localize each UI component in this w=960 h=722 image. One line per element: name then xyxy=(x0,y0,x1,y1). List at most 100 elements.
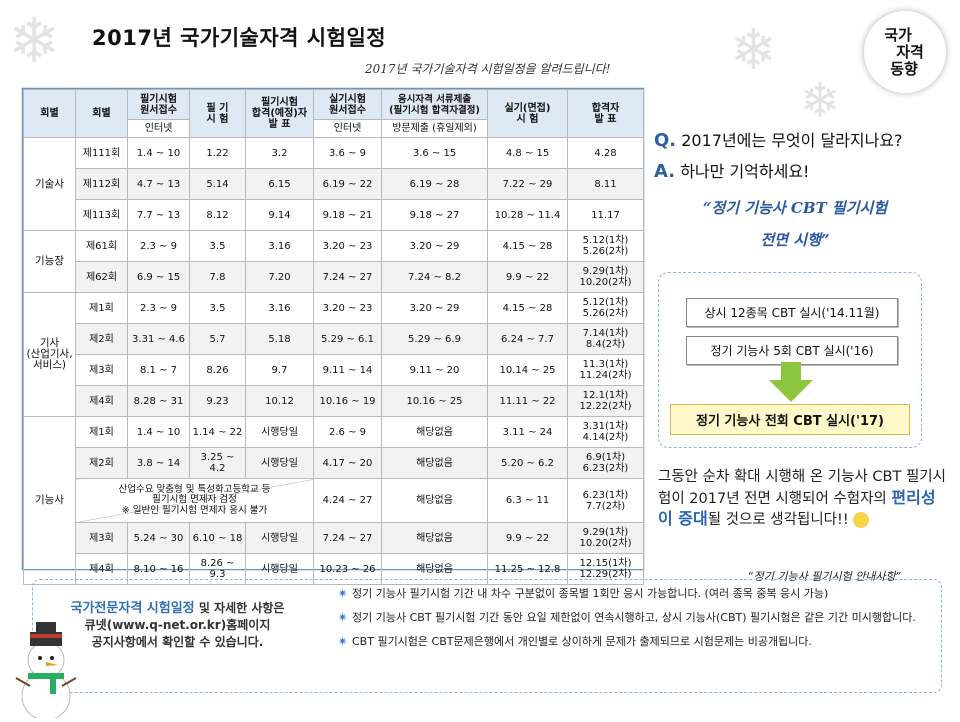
table-cell: 9.11 ~ 14 xyxy=(313,354,382,386)
header-cell: 실기시험 원서접수 xyxy=(313,89,382,120)
note-text: 정기 기능사 필기시험 기간 내 차수 구분없이 종목별 1회만 응시 가능합니… xyxy=(352,587,829,600)
table-cell: 3.5 xyxy=(189,292,246,324)
table-cell: 시행당일 xyxy=(245,522,314,554)
page-subtitle: 2017년 국가기술자격 시험일정을 알려드립니다! xyxy=(365,62,611,76)
table-cell: 6.10 ~ 18 xyxy=(189,522,246,554)
round-cell: 제1회 xyxy=(75,416,128,448)
table-cell: 7.22 ~ 29 xyxy=(487,168,568,200)
round-cell: 제61회 xyxy=(75,230,128,262)
snowflake-icon: ❄ xyxy=(800,73,841,129)
notice-highlight: 국가전문자격 시험일정 xyxy=(70,601,195,616)
round-cell: 제3회 xyxy=(75,354,128,386)
table-cell: 3.8 ~ 14 xyxy=(127,447,190,479)
header-cell: 실기(면접) 시 험 xyxy=(487,89,568,138)
table-cell: 9.18 ~ 21 xyxy=(313,199,382,231)
header-cell: 필기시험 원서접수 xyxy=(127,89,190,120)
table-cell: 2.6 ~ 9 xyxy=(313,416,382,448)
table-cell: 8.1 ~ 7 xyxy=(127,354,190,386)
summary-part: 될 것으로 생각됩니다!! xyxy=(707,512,849,528)
table-cell: 10.14 ~ 25 xyxy=(487,354,568,386)
snowflake-icon: ❄ xyxy=(8,4,60,77)
snowman-icon xyxy=(6,618,86,721)
table-cell: 1.14 ~ 22 xyxy=(189,416,246,448)
group-label: 기능사 xyxy=(23,416,76,585)
table-cell: 5.29 ~ 6.9 xyxy=(381,323,488,355)
summary-text: 그동안 순차 확대 시행해 온 기능사 CBT 필기시험이 2017년 전면 시… xyxy=(658,468,948,531)
table-row: 제3회 5.24 ~ 30 6.10 ~ 18 시행당일 7.24 ~ 27 해당없음 9.… xyxy=(24,522,644,554)
table-row: 산업수요 맞춤형 및 특성화고등학교 등 필기시험 면제자 검정 ※ 일반인 필… xyxy=(24,478,644,523)
table-cell: 3.20 ~ 29 xyxy=(381,230,488,262)
table-cell: 5.7 xyxy=(189,323,246,355)
table-cell: 1.4 ~ 10 xyxy=(127,416,190,448)
notice-text: 큐넷(www.q-net.or.kr)홈페이지 xyxy=(84,618,271,632)
header-cell: 합격자 발 표 xyxy=(567,89,644,138)
table-cell: 7.24 ~ 8.2 xyxy=(381,261,488,293)
round-cell: 제113회 xyxy=(75,199,128,231)
table-cell: 7.24 ~ 27 xyxy=(313,522,382,554)
table-cell: 4.28 xyxy=(567,137,644,169)
table-cell: 3.25 ~ 4.2 xyxy=(189,447,246,479)
page-title: 2017년 국가기술자격 시험일정 xyxy=(92,26,387,50)
header-cell: 회별 xyxy=(75,89,128,138)
table-cell: 9.29(1차) 10.20(2차) xyxy=(567,261,644,293)
table-cell: 9.11 ~ 20 xyxy=(381,354,488,386)
table-cell: 9.9 ~ 22 xyxy=(487,522,568,554)
schedule-table: 회별 회별 필기시험 원서접수 필 기 시 험 필기시험 합격(예정)자 발 표… xyxy=(22,88,644,585)
table-cell: 4.7 ~ 13 xyxy=(127,168,190,200)
table-cell: 3.16 xyxy=(245,230,314,262)
answer-text: 하나만 기억하세요! xyxy=(680,162,810,181)
table-cell: 4.15 ~ 28 xyxy=(487,292,568,324)
table-cell: 시행당일 xyxy=(245,416,314,448)
table-row: 제112회 4.7 ~ 13 5.14 6.15 6.19 ~ 22 6.19 ~ 28 7… xyxy=(24,168,644,200)
note-text: CBT 필기시험은 CBT문제은행에서 개인별로 상이하게 문제가 출제되므로 … xyxy=(352,635,812,648)
table-row: 제2회 3.8 ~ 14 3.25 ~ 4.2 시행당일 4.17 ~ 20 해당없음 5.… xyxy=(24,447,644,479)
badge-line: 자격 xyxy=(896,42,924,61)
table-cell: 6.19 ~ 28 xyxy=(381,168,488,200)
header-cell: 인터넷 xyxy=(127,119,190,138)
round-cell: 제4회 xyxy=(75,385,128,417)
a-mark: A. xyxy=(654,161,676,182)
table-cell: 5.20 ~ 6.2 xyxy=(487,447,568,479)
list-item: ✷ CBT 필기시험은 CBT문제은행에서 개인별로 상이하게 문제가 출제되므… xyxy=(338,634,938,649)
table-cell: 10.28 ~ 11.4 xyxy=(487,199,568,231)
header-cell: 필기시험 합격(예정)자 발 표 xyxy=(245,89,314,138)
table-cell: 7.14(1차) 8.4(2차) xyxy=(567,323,644,355)
badge-line: 동향 xyxy=(890,59,918,78)
table-cell: 3.11 ~ 24 xyxy=(487,416,568,448)
table-cell: 7.20 xyxy=(245,261,314,293)
table-cell: 9.7 xyxy=(245,354,314,386)
table-cell: 4.17 ~ 20 xyxy=(313,447,382,479)
badge-line: 국가 xyxy=(884,25,912,44)
star-bullet-icon: ✷ xyxy=(338,587,348,600)
table-cell: 7.8 xyxy=(189,261,246,293)
table-row: 기사 (산업기사, 서비스) 제1회 2.3 ~ 9 3.5 3.16 3.20 ~ 2… xyxy=(23,292,644,417)
table-row: 제2회 3.31 ~ 4.6 5.7 5.18 5.29 ~ 6.1 5.29 ~ 6.9… xyxy=(24,323,644,355)
table-cell: 11.17 xyxy=(567,199,644,231)
table-cell: 7.24 ~ 27 xyxy=(313,261,382,293)
table-cell: 5.18 xyxy=(245,323,314,355)
table-cell: 5.12(1차) 5.26(2차) xyxy=(567,292,644,324)
round-cell: 제112회 xyxy=(75,168,128,200)
table-cell: 10.16 ~ 25 xyxy=(381,385,488,417)
table-cell: 4.8 ~ 15 xyxy=(487,137,568,169)
star-bullet-icon: ✷ xyxy=(338,635,348,648)
table-row: 제113회 7.7 ~ 13 8.12 9.14 9.18 ~ 21 9.18 ~ 27 1… xyxy=(24,199,644,231)
arrow-down-icon xyxy=(766,362,816,402)
list-item: ✷ 정기 기능사 필기시험 기간 내 차수 구분없이 종목별 1회만 응시 가능… xyxy=(338,586,938,601)
table-cell: 6.19 ~ 22 xyxy=(313,168,382,200)
highlight-quote: “정기 기능사 CBT 필기시험 전면 시행” xyxy=(690,192,900,256)
table-cell: 3.31(1차) 4.14(2차) xyxy=(567,416,644,448)
table-cell: 2.3 ~ 9 xyxy=(127,292,190,324)
round-cell: 제3회 xyxy=(75,522,128,554)
category-badge: 국가 자격 동향 xyxy=(863,10,947,94)
summary-emphasis: 편리성이 증대 xyxy=(658,487,936,529)
table-cell: 6.9 ~ 15 xyxy=(127,261,190,293)
table-cell: 10.12 xyxy=(245,385,314,417)
notes-list: ✷ 정기 기능사 필기시험 기간 내 차수 구분없이 종목별 1회만 응시 가능… xyxy=(338,586,938,658)
table-row: 기술사 제111회 1.4 ~ 10 1.22 3.2 3.6 ~ 9 3.6 ~ 15 4… xyxy=(23,137,644,231)
table-cell: 3.6 ~ 9 xyxy=(313,137,382,169)
header-cell: 응시자격 서류제출 (필기시험 합격자결정) xyxy=(381,89,488,120)
round-cell: 제2회 xyxy=(75,447,128,479)
table-cell: 3.20 ~ 23 xyxy=(313,292,382,324)
table-cell: 6.9(1차) 6.23(2차) xyxy=(567,447,644,479)
